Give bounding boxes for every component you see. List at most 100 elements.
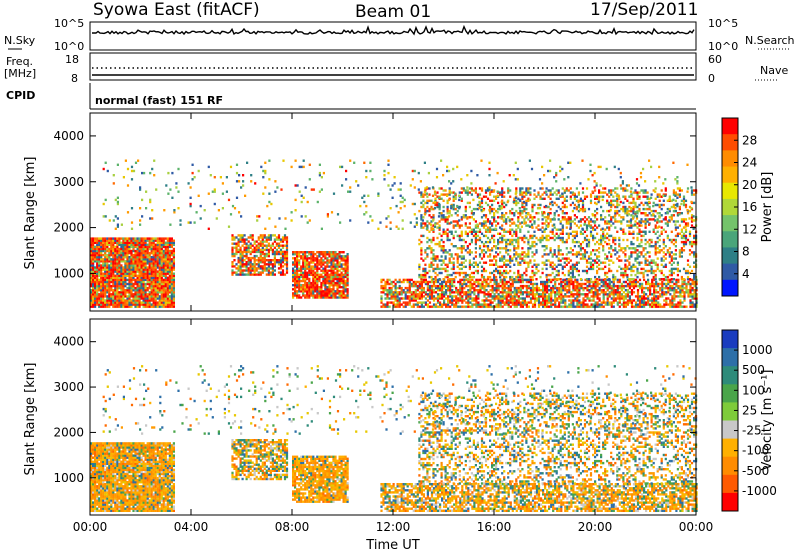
- power-cell: [267, 269, 270, 272]
- power-cell: [470, 187, 473, 190]
- power-cell: [484, 251, 488, 254]
- power-cell: [90, 258, 93, 261]
- power-cell: [468, 191, 471, 194]
- power-cell: [320, 269, 323, 272]
- power-cell: [486, 255, 490, 258]
- power-cell: [523, 255, 526, 258]
- power-cell: [108, 270, 111, 273]
- power-cell: [116, 301, 119, 304]
- power-cell: [298, 284, 301, 287]
- power-cell: [261, 244, 264, 247]
- power-cell: [172, 299, 175, 302]
- power-cell: [499, 297, 502, 300]
- power-cell: [687, 293, 690, 296]
- power-cell: [459, 299, 462, 302]
- power-cell: [304, 253, 307, 256]
- power-cell: [491, 224, 494, 227]
- power-cell: [665, 278, 668, 282]
- power-cell: [426, 289, 429, 292]
- power-cell: [304, 290, 307, 293]
- power-cell: [430, 275, 433, 279]
- power-cell: [464, 271, 467, 275]
- power-cell: [509, 189, 512, 192]
- power-cell: [124, 284, 127, 288]
- power-cell: [501, 191, 504, 194]
- power-cell: [495, 263, 498, 266]
- power-cell: [100, 274, 103, 277]
- power-cell: [495, 261, 498, 264]
- power-cell: [302, 253, 305, 256]
- power-cell: [308, 288, 311, 291]
- power-cell: [316, 259, 319, 262]
- power-cell: [338, 257, 341, 260]
- power-cell: [507, 253, 510, 256]
- power-cell: [455, 291, 458, 294]
- power-cell: [552, 299, 555, 302]
- power-cell: [460, 232, 463, 235]
- power-cell: [112, 289, 115, 292]
- power-cell: [102, 262, 105, 265]
- power-cell: [96, 256, 99, 259]
- power-cell: [540, 289, 543, 292]
- power-cell: [346, 279, 349, 283]
- power-cell: [156, 249, 159, 253]
- power-cell: [277, 238, 281, 241]
- power-cell: [96, 303, 99, 306]
- power-cell: [541, 226, 544, 229]
- power-cell: [554, 303, 557, 306]
- power-cell: [469, 278, 472, 282]
- power-cell: [450, 232, 453, 235]
- power-cell: [404, 303, 407, 306]
- power-cell: [501, 278, 504, 282]
- power-cell: [156, 256, 159, 259]
- power-cell: [517, 201, 520, 205]
- power-cell: [424, 222, 427, 225]
- power-cell: [665, 282, 668, 286]
- power-cell: [106, 264, 109, 267]
- power-cell: [594, 289, 597, 292]
- power-cell: [493, 299, 496, 302]
- power-cell: [316, 292, 319, 295]
- power-cell: [544, 305, 547, 308]
- power-cell: [636, 280, 640, 284]
- power-cell: [584, 305, 587, 308]
- power-cell: [126, 291, 129, 294]
- power-cell: [108, 239, 111, 242]
- power-cell: [495, 286, 498, 290]
- power-cell: [346, 253, 349, 256]
- power-cell: [489, 230, 492, 233]
- power-cell: [120, 280, 123, 284]
- power-cell: [543, 197, 546, 200]
- power-cell: [314, 286, 317, 289]
- power-cell: [166, 297, 169, 300]
- power-cell: [624, 280, 627, 284]
- power-cell: [110, 272, 113, 275]
- power-cell: [418, 305, 421, 308]
- power-cell: [231, 265, 234, 268]
- power-cell: [130, 270, 133, 273]
- power-cell: [487, 303, 490, 306]
- power-cell: [396, 293, 399, 296]
- power-cell: [108, 303, 111, 306]
- power-cell: [243, 248, 246, 252]
- power-cell: [108, 253, 111, 257]
- power-cell: [533, 203, 536, 207]
- power-cell: [428, 305, 432, 308]
- power-cell: [509, 305, 512, 308]
- power-cell: [480, 251, 484, 254]
- power-cell: [114, 270, 117, 273]
- power-cell: [275, 259, 278, 262]
- power-cell: [380, 280, 383, 284]
- power-cell: [316, 296, 319, 299]
- power-cell: [257, 236, 260, 239]
- power-cell: [529, 214, 532, 217]
- power-cell: [462, 214, 465, 217]
- power-cell: [628, 291, 631, 294]
- power-cell: [314, 265, 317, 268]
- power-cell: [322, 279, 325, 283]
- power-cell: [432, 259, 435, 262]
- power-cell: [164, 282, 167, 286]
- power-cell: [116, 303, 119, 306]
- power-cell: [641, 289, 644, 292]
- power-cell: [296, 257, 299, 260]
